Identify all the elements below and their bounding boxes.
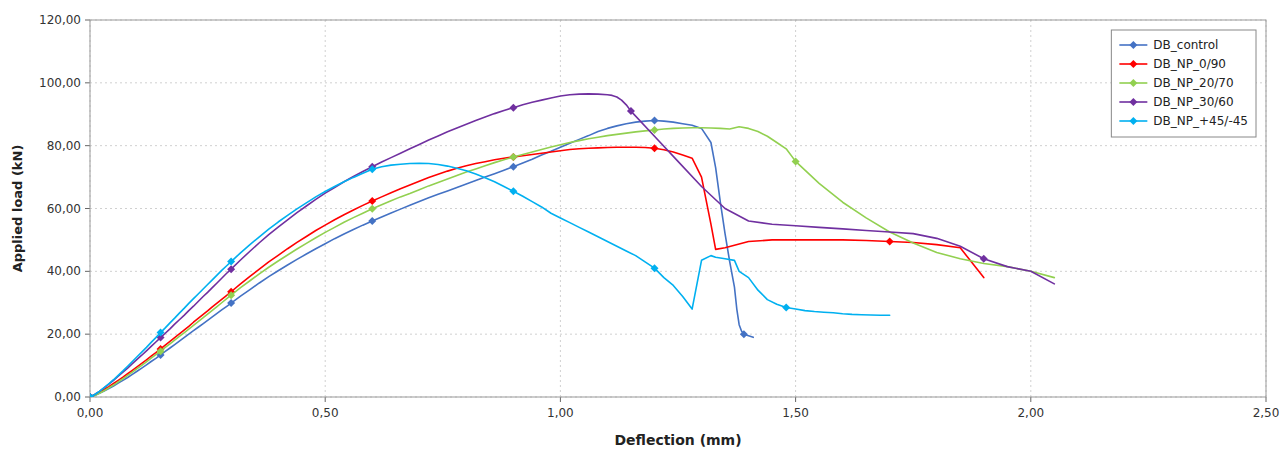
chart: 0,00 0,50 1,00 1,50 2,00 2,50 0,00 20,00 40,00 60…	[0, 0, 1286, 459]
y-tick-label: 60,00	[47, 202, 81, 216]
y-grid-line	[90, 82, 1266, 83]
series-marker	[886, 237, 894, 245]
series-marker	[227, 299, 235, 307]
series-marker	[650, 117, 658, 125]
series-marker	[368, 217, 376, 225]
series-line	[90, 127, 1054, 397]
series-marker	[782, 303, 790, 311]
x-tick	[90, 397, 91, 402]
x-tick-label: 1,00	[547, 406, 574, 420]
x-tick-label: 0,50	[312, 406, 339, 420]
series-marker	[792, 157, 800, 165]
y-grid-line	[90, 208, 1266, 209]
y-tick	[85, 271, 90, 272]
series-marker	[157, 329, 165, 337]
series-line	[90, 163, 890, 397]
series-line	[90, 121, 753, 397]
x-tick-label: 1,50	[782, 406, 809, 420]
legend-box	[1111, 30, 1256, 137]
y-tick-label: 40,00	[47, 264, 81, 278]
y-grid-line	[90, 145, 1266, 146]
series-marker	[650, 264, 658, 272]
series-marker	[227, 291, 235, 299]
y-tick	[85, 208, 90, 209]
y-tick	[85, 334, 90, 335]
legend-label: DB_NP_30/60	[1153, 95, 1233, 109]
x-axis-label: Deflection (mm)	[614, 432, 741, 448]
x-tick	[1030, 397, 1031, 402]
series-marker	[509, 187, 517, 195]
series-marker	[740, 330, 748, 338]
x-tick	[1266, 397, 1267, 402]
x-tick	[560, 397, 561, 402]
y-tick-label: 120,00	[39, 13, 81, 27]
y-grid-line	[90, 271, 1266, 272]
legend-label: DB_NP_0/90	[1153, 57, 1226, 71]
x-tick-label: 0,00	[77, 406, 104, 420]
y-tick-label: 0,00	[54, 390, 81, 404]
plot-background	[90, 20, 1266, 397]
series-marker	[509, 104, 517, 112]
plot-frame	[90, 20, 1266, 397]
series-marker	[368, 205, 376, 213]
legend: DB_control DB_NP_0/90 DB_NP_20/70 DB_NP_30/…	[1111, 30, 1256, 137]
y-tick	[85, 20, 90, 21]
grid	[90, 20, 1266, 397]
legend-marker	[1129, 98, 1137, 106]
legend-marker	[1129, 41, 1137, 49]
series-marker	[509, 153, 517, 161]
y-tick-label: 20,00	[47, 327, 81, 341]
x-tick	[325, 397, 326, 402]
y-axis-label: Applied load (kN)	[10, 145, 25, 273]
series-marker	[627, 107, 635, 115]
y-tick	[85, 82, 90, 83]
legend-label: DB_NP_20/70	[1153, 76, 1233, 90]
legend-marker	[1129, 79, 1137, 87]
series-group	[90, 94, 1054, 397]
series-marker	[650, 144, 658, 152]
y-tick	[85, 145, 90, 146]
series-line	[90, 147, 984, 397]
series-marker	[509, 153, 517, 161]
legend-marker	[1129, 60, 1137, 68]
series-marker	[157, 347, 165, 355]
series-marker	[90, 393, 94, 397]
x-tick	[795, 397, 796, 402]
x-tick-label: 2,50	[1253, 406, 1280, 420]
legend-label: DB_NP_+45/-45	[1153, 114, 1248, 128]
legend-marker	[1129, 117, 1137, 125]
y-tick-label: 100,00	[39, 76, 81, 90]
series-marker	[509, 163, 517, 171]
x-tick-label: 2,00	[1017, 406, 1044, 420]
y-tick	[85, 397, 90, 398]
series-line	[90, 94, 1054, 397]
y-grid-line	[90, 334, 1266, 335]
series-marker	[227, 265, 235, 273]
series-marker	[227, 258, 235, 266]
legend-label: DB_control	[1153, 38, 1218, 52]
y-tick-label: 80,00	[47, 139, 81, 153]
series-marker	[368, 165, 376, 173]
series-marker	[980, 255, 988, 263]
series-marker	[368, 197, 376, 205]
